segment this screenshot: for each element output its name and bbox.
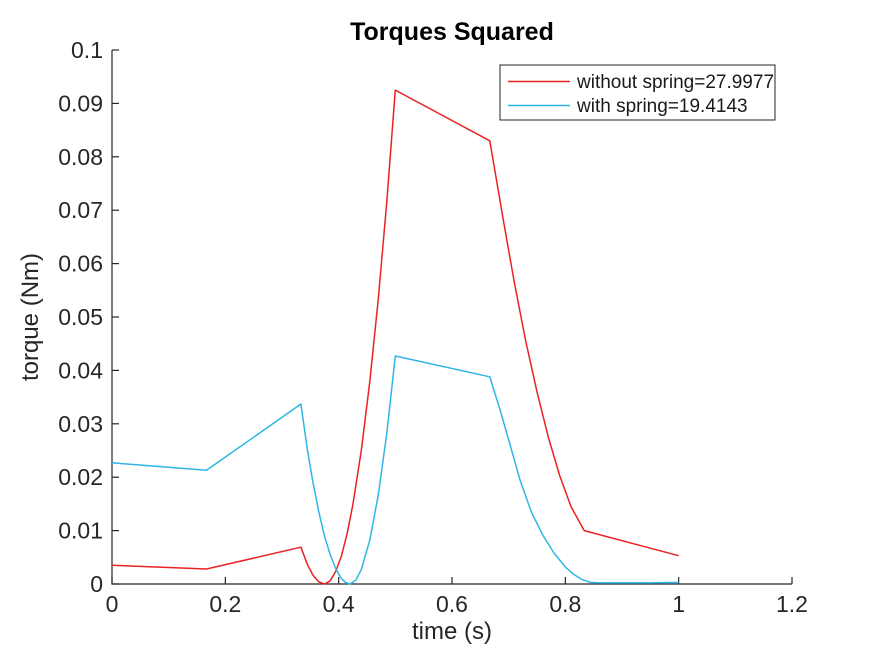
- y-axis-label: torque (Nm): [17, 253, 44, 381]
- legend-box: without spring=27.9977 with spring=19.414…: [499, 64, 776, 121]
- x-tick-label: 1: [672, 591, 685, 617]
- y-tick-label: 0.02: [58, 464, 103, 490]
- y-tick-label: 0: [90, 571, 103, 597]
- y-tick-label: 0.06: [58, 251, 103, 277]
- series-layer: [111, 89, 679, 585]
- y-tick-label: 0.1: [71, 37, 103, 63]
- x-tick-label: 0.4: [323, 591, 355, 617]
- y-tick-label: 0.04: [58, 357, 103, 383]
- y-tick-label: 0.03: [58, 411, 103, 437]
- legend-frame: [499, 64, 776, 121]
- y-tick-label: 0.07: [58, 197, 103, 223]
- y-tick-label: 0.05: [58, 304, 103, 330]
- x-axis-label: time (s): [412, 618, 492, 645]
- chart-title: Torques Squared: [350, 18, 554, 46]
- legend-entry-label-0: without spring=27.9977: [576, 72, 774, 93]
- legend-entry-label-1: with spring=19.4143: [576, 96, 748, 117]
- axes-layer: 0 0.2 0.4 0.6 0.8 1 1.2 0 0.01 0.02 0.03 0.04 0.05 0.…: [58, 37, 808, 617]
- y-tick-label: 0.09: [58, 90, 103, 116]
- x-tick-label: 1.2: [776, 591, 808, 617]
- y-tick-label: 0.08: [58, 144, 103, 170]
- x-tick-label: 0.8: [549, 591, 581, 617]
- x-tick-label: 0: [106, 591, 119, 617]
- x-tick-label: 0.2: [209, 591, 241, 617]
- y-tick-label: 0.01: [58, 518, 103, 544]
- axis-spines: [111, 50, 792, 585]
- series-line-1: [111, 355, 679, 585]
- series-line-0: [111, 89, 679, 585]
- x-tick-label: 0.6: [436, 591, 468, 617]
